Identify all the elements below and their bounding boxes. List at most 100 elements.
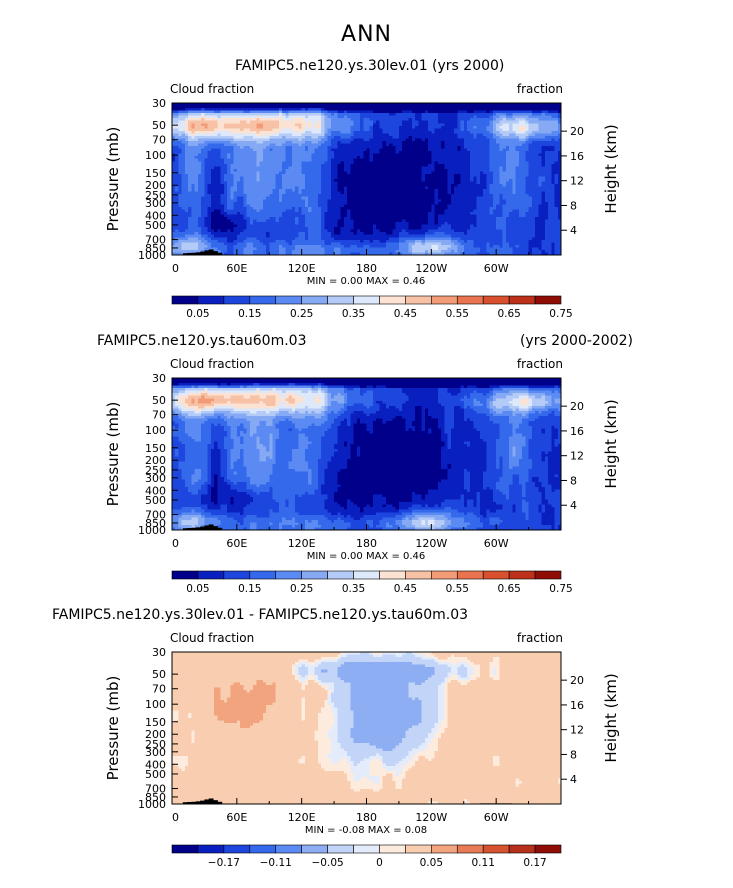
heatmap-cell — [227, 116, 231, 119]
heatmap-cell — [195, 131, 199, 134]
heatmap-cell — [188, 141, 192, 144]
heatmap-cell — [295, 151, 299, 154]
heatmap-cell — [331, 169, 335, 172]
heatmap-cell — [305, 164, 309, 167]
heatmap-cell — [405, 209, 409, 212]
heatmap-cell — [428, 245, 432, 248]
heatmap-cell — [260, 156, 264, 159]
heatmap-cell — [234, 197, 238, 200]
heatmap-cell — [438, 187, 442, 190]
heatmap-cell — [405, 108, 409, 111]
heatmap-cell — [344, 116, 348, 119]
heatmap-cell — [305, 240, 309, 243]
heatmap-cell — [234, 159, 238, 162]
heatmap-cell — [208, 136, 212, 139]
heatmap-cell — [334, 111, 338, 114]
heatmap-cell — [389, 189, 393, 192]
heatmap-cell — [392, 217, 396, 220]
heatmap-cell — [354, 161, 358, 164]
heatmap-cell — [425, 230, 429, 233]
heatmap-cell — [318, 141, 322, 144]
heatmap-cell — [214, 156, 218, 159]
heatmap-cell — [175, 187, 179, 190]
heatmap-cell — [182, 222, 186, 225]
heatmap-cell — [298, 192, 302, 195]
heatmap-cell — [272, 136, 276, 139]
heatmap-cell — [243, 184, 247, 187]
heatmap-cell — [253, 220, 257, 223]
heatmap-cell — [191, 108, 195, 111]
heatmap-cell — [292, 131, 296, 134]
heatmap-cell — [227, 111, 231, 114]
heatmap-cell — [237, 209, 241, 212]
heatmap-cell — [357, 146, 361, 149]
heatmap-cell — [315, 194, 319, 197]
heatmap-cell — [315, 184, 319, 187]
heatmap-cell — [188, 108, 192, 111]
heatmap-cell — [422, 121, 426, 124]
heatmap-cell — [224, 166, 228, 169]
heatmap-cell — [428, 106, 432, 109]
heatmap-cell — [276, 118, 280, 121]
heatmap-cell — [308, 214, 312, 217]
heatmap-cell — [435, 164, 439, 167]
heatmap-cell — [324, 217, 328, 220]
heatmap-cell — [428, 108, 432, 111]
heatmap-cell — [347, 174, 351, 177]
heatmap-cell — [370, 169, 374, 172]
heatmap-cell — [237, 121, 241, 124]
heatmap-cell — [412, 194, 416, 197]
heatmap-cell — [386, 179, 390, 182]
heatmap-cell — [292, 111, 296, 114]
heatmap-cell — [341, 247, 345, 250]
heatmap-cell — [425, 113, 429, 116]
heatmap-cell — [409, 161, 413, 164]
heatmap-cell — [334, 202, 338, 205]
heatmap-cell — [367, 220, 371, 223]
heatmap-cell — [256, 138, 260, 141]
heatmap-cell — [334, 230, 338, 233]
heatmap-cell — [389, 146, 393, 149]
heatmap-cell — [260, 113, 264, 116]
heatmap-cell — [383, 146, 387, 149]
heatmap-cell — [272, 207, 276, 210]
heatmap-cell — [363, 144, 367, 147]
heatmap-cell — [250, 159, 254, 162]
heatmap-cell — [211, 222, 215, 225]
heatmap-cell — [276, 194, 280, 197]
heatmap-cell — [383, 133, 387, 136]
heatmap-cell — [379, 209, 383, 212]
heatmap-cell — [285, 156, 289, 159]
heatmap-cell — [367, 151, 371, 154]
heatmap-cell — [211, 187, 215, 190]
heatmap-cell — [389, 214, 393, 217]
heatmap-cell — [344, 111, 348, 114]
heatmap-cell — [240, 187, 244, 190]
heatmap-cell — [269, 202, 273, 205]
heatmap-cell — [269, 169, 273, 172]
heatmap-cell — [331, 164, 335, 167]
heatmap-cell — [370, 230, 374, 233]
heatmap-cell — [415, 222, 419, 225]
heatmap-cell — [188, 207, 192, 210]
heatmap-cell — [331, 108, 335, 111]
heatmap-cell — [383, 220, 387, 223]
heatmap-cell — [347, 189, 351, 192]
heatmap-cell — [308, 176, 312, 179]
heatmap-cell — [227, 197, 231, 200]
heatmap-cell — [247, 192, 251, 195]
heatmap-cell — [441, 118, 445, 121]
heatmap-cell — [399, 182, 403, 185]
heatmap-cell — [224, 199, 228, 202]
heatmap-cell — [250, 217, 254, 220]
heatmap-cell — [321, 237, 325, 240]
heatmap-cell — [250, 214, 254, 217]
heatmap-cell — [172, 220, 176, 223]
heatmap-cell — [357, 131, 361, 134]
heatmap-cell — [289, 166, 293, 169]
heatmap-cell — [418, 106, 422, 109]
heatmap-cell — [211, 156, 215, 159]
heatmap-cell — [276, 230, 280, 233]
heatmap-cell — [204, 237, 208, 240]
heatmap-cell — [389, 149, 393, 152]
